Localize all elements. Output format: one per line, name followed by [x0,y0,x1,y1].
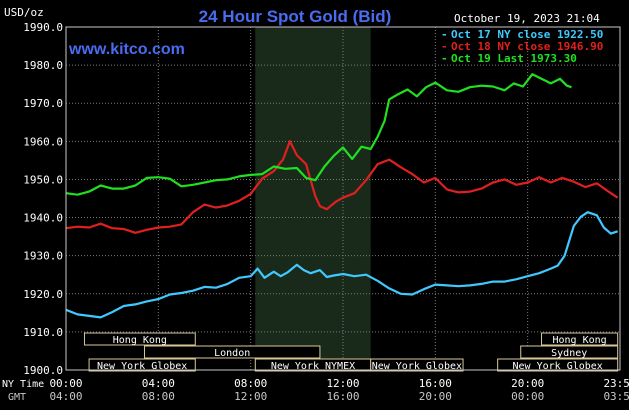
y-tick-label: 1910.0 [23,326,63,339]
y-tick-label: 1920.0 [23,288,63,301]
series-line-3 [65,73,572,196]
y-tick-label: 1980.0 [23,59,63,72]
legend-marker: - [441,52,448,65]
x-tick-label-gmt: 08:00 [142,390,175,403]
series-line-2 [65,140,619,234]
x-tick-label-ny: 08:00 [234,377,267,390]
session-label: New York Globex [97,361,187,372]
session-box-frame [541,332,619,346]
legend-entry: Oct 19 Last 1973.30 [451,52,577,65]
session-box-frame [143,345,321,359]
session-box-frame [88,358,196,372]
x-tick-label-gmt: 16:00 [326,390,359,403]
x-tick-label-gmt: 20:00 [419,390,452,403]
legend: - Oct 17 NY close 1922.50- Oct 18 NY close… [441,28,603,65]
y-tick-label: 1970.0 [23,97,63,110]
x-tick-label-ny: 04:00 [142,377,175,390]
x-tick-label-gmt: 04:00 [49,390,82,403]
session-label: New York Globex [513,361,603,372]
x-tick-label-gmt: 03:59 [603,390,629,403]
y-tick-label: 1990.0 [23,21,63,34]
y-tick-label: 1950.0 [23,173,63,186]
chart-timestamp: October 19, 2023 21:04 [454,12,600,25]
session-box: New York Globex [88,358,196,372]
x-tick-label-ny: 12:00 [326,377,359,390]
session-label: New York NYMEX [271,361,355,372]
y-tick-label: 1900.0 [23,364,63,377]
session-box: Hong Kong [541,332,619,346]
session-label: Hong Kong [553,335,607,346]
y-tick-label: 1960.0 [23,135,63,148]
legend-entry: Oct 17 NY close 1922.50 [451,28,603,41]
nymex-session-shade [255,27,371,370]
session-box: London [143,345,321,359]
session-label: Sydney [551,348,587,359]
session-label: London [214,348,250,359]
kitco-watermark[interactable]: www.kitco.com [68,41,185,58]
session-label: New York Globex [372,361,462,372]
legend-entry: Oct 18 NY close 1946.90 [451,40,603,53]
session-box-frame [370,358,464,372]
series-line-1 [65,211,619,319]
x-tick-label-ny: 20:00 [511,377,544,390]
session-box: Hong Kong [83,332,196,346]
legend-marker: - [441,28,448,41]
session-box-frame [497,358,619,372]
x-tick-label-ny: 23:59 [603,377,629,390]
y-tick-label: 1940.0 [23,212,63,225]
session-box-frame [83,332,196,346]
session-box: New York Globex [370,358,464,372]
chart-title: 24 Hour Spot Gold (Bid) [199,7,392,26]
legend-marker: - [441,40,448,53]
gmt-axis-label: GMT [8,392,26,403]
ny-time-axis-label: NY Time [2,379,44,390]
y-axis-unit-label: USD/oz [4,6,44,19]
x-tick-label-gmt: 00:00 [511,390,544,403]
x-tick-label-ny: 16:00 [419,377,452,390]
session-label: Hong Kong [113,335,167,346]
x-tick-label-gmt: 12:00 [234,390,267,403]
x-tick-label-ny: 00:00 [49,377,82,390]
plot-border [65,26,621,371]
session-box: Sydney [520,345,619,359]
session-box-frame [520,345,619,359]
session-box: New York Globex [497,358,619,372]
y-tick-label: 1930.0 [23,250,63,263]
